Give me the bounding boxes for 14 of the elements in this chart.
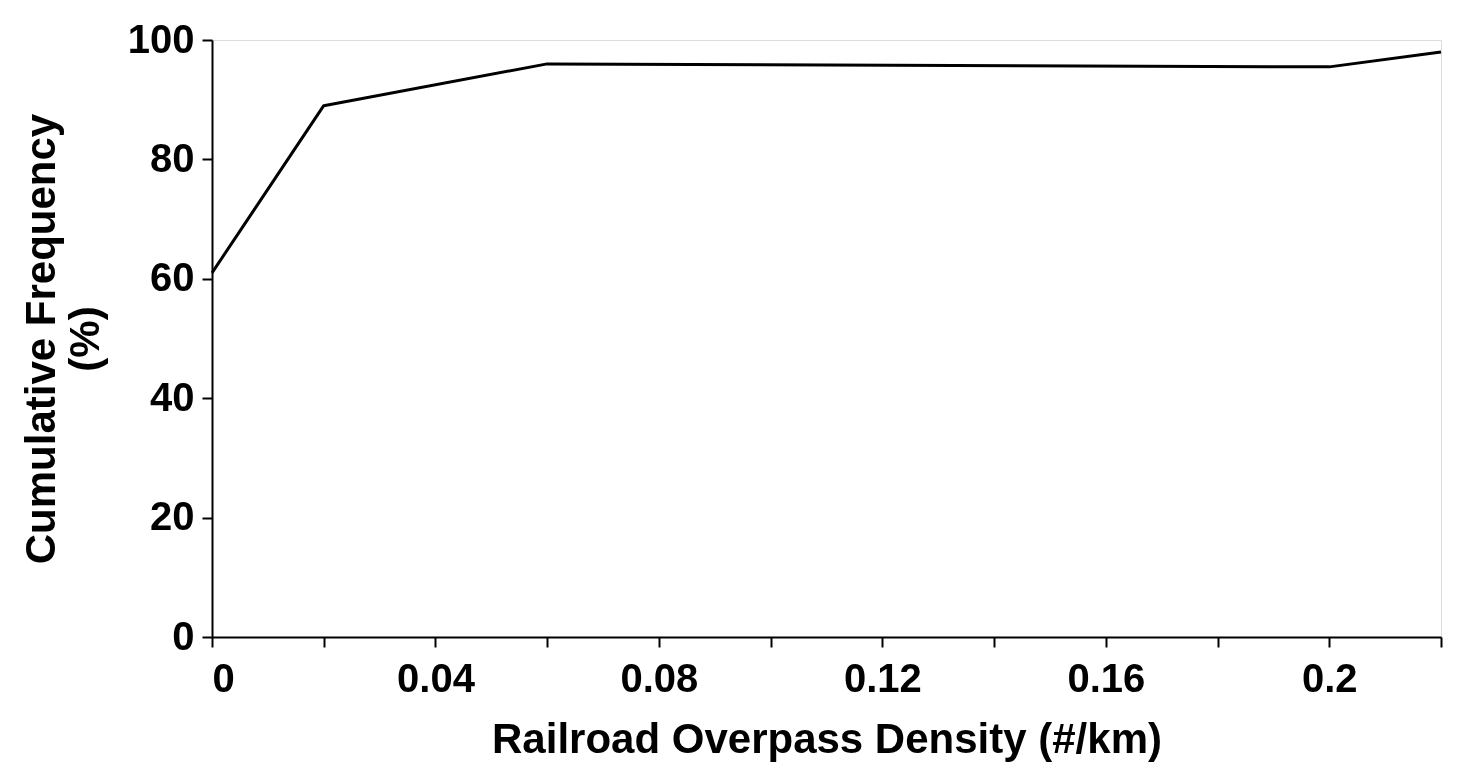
- x-tick-label: 0: [212, 655, 235, 700]
- y-tick-label: 0: [172, 613, 195, 658]
- x-axis-title: Railroad Overpass Density (#/km): [492, 714, 1162, 762]
- x-tick-label: 0.16: [1067, 655, 1146, 700]
- y-tick-label: 40: [150, 374, 195, 419]
- x-tick-label: 0.2: [1301, 655, 1358, 700]
- y-tick-label: 80: [150, 135, 195, 180]
- y-tick-label: 100: [127, 16, 195, 61]
- y-tick-label: 20: [150, 494, 195, 539]
- x-tick-label: 0.12: [843, 655, 922, 700]
- x-tick-label: 0.08: [620, 655, 699, 700]
- y-axis-title: Cumulative Frequency (%): [16, 113, 108, 565]
- x-tick-label: 0.04: [397, 655, 476, 700]
- y-tick-label: 60: [150, 255, 195, 300]
